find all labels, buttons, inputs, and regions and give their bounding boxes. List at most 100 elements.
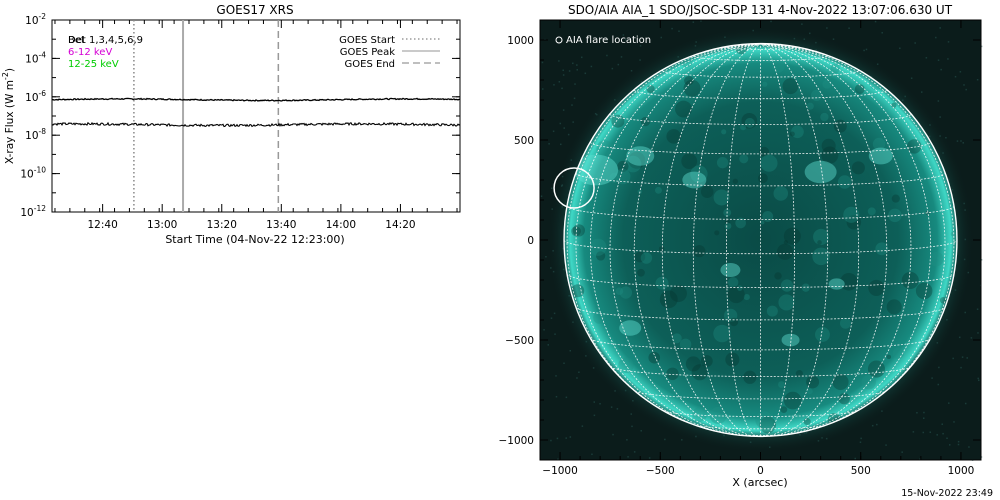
- flare-legend-label: AIA flare location: [566, 35, 651, 46]
- aia-noise-speck: [626, 439, 628, 441]
- aia-noise-speck: [631, 425, 633, 428]
- goes-legend-energy-label: 12-25 keV: [68, 59, 119, 70]
- disk-texture-blob: [659, 290, 678, 309]
- aia-noise-speck: [590, 65, 593, 68]
- aia-noise-speck: [576, 64, 578, 66]
- grid-latitude-line: [726, 46, 795, 50]
- disk-texture-blob: [795, 370, 803, 378]
- aia-noise-speck: [648, 457, 651, 459]
- aia-noise-speck: [584, 72, 587, 75]
- aia-x-tick-label: 500: [851, 465, 871, 477]
- disk-texture-blob: [915, 282, 933, 300]
- aia-noise-speck: [937, 383, 940, 386]
- disk-texture-blob: [692, 407, 707, 422]
- aia-noise-speck: [931, 377, 933, 379]
- aia-noise-speck: [976, 308, 979, 310]
- active-region-bright: [720, 263, 741, 277]
- aia-noise-speck: [593, 414, 596, 417]
- disk-texture-blob: [713, 324, 731, 343]
- aia-noise-speck: [960, 140, 962, 142]
- aia-noise-speck: [678, 30, 680, 32]
- aia-y-tick-label: 500: [514, 135, 534, 147]
- aia-noise-speck: [550, 317, 553, 319]
- disk-texture-blob: [837, 175, 852, 189]
- grid-latitude-line: [662, 410, 859, 417]
- goes-detector-label-overlap: Bet: [68, 35, 85, 46]
- aia-noise-speck: [885, 444, 887, 446]
- aia-noise-speck: [965, 88, 967, 91]
- aia-noise-speck: [854, 457, 856, 460]
- grid-longitude-line: [575, 43, 761, 435]
- goes-series-line: [51, 97, 461, 102]
- disk-texture-blob: [681, 153, 698, 170]
- aia-noise-speck: [863, 49, 865, 52]
- aia-noise-speck: [914, 42, 916, 44]
- aia-noise-speck: [939, 116, 941, 118]
- disk-texture-blob: [596, 251, 606, 261]
- disk-texture-blob: [634, 251, 646, 263]
- aia-noise-speck: [938, 366, 940, 369]
- disk-texture-blob: [782, 78, 799, 95]
- aia-noise-speck: [616, 408, 619, 410]
- disk-texture-blob: [654, 186, 662, 194]
- disk-texture-blob: [867, 360, 886, 378]
- grid-longitude-line: [760, 43, 932, 436]
- aia-noise-speck: [929, 431, 932, 433]
- goes-legend-event-label: GOES Start: [339, 35, 395, 46]
- aia-noise-speck: [901, 451, 903, 453]
- disk-texture-blob: [740, 124, 747, 131]
- aia-noise-speck: [543, 329, 545, 331]
- disk-texture-blob: [614, 168, 631, 185]
- active-region-bright: [574, 154, 619, 186]
- disk-texture-blob: [685, 356, 701, 372]
- grid-longitude-line: [760, 43, 946, 435]
- disk-texture-blob: [907, 139, 922, 154]
- disk-texture-blob: [762, 81, 768, 87]
- disk-texture-blob: [838, 393, 850, 405]
- aia-noise-speck: [876, 423, 878, 426]
- aia-noise-speck: [541, 61, 544, 64]
- flare-legend-symbol: [555, 36, 563, 44]
- aia-noise-speck: [565, 437, 567, 439]
- disk-texture-blob: [833, 119, 847, 133]
- aia-noise-speck: [550, 187, 553, 190]
- aia-noise-speck: [957, 440, 960, 443]
- disk-texture-blob: [744, 117, 755, 128]
- grid-latitude-line: [661, 70, 860, 78]
- aia-x-tick-label: 1000: [948, 465, 975, 477]
- disk-texture-blob: [724, 222, 732, 230]
- aia-noise-speck: [874, 20, 877, 23]
- disk-texture-blob: [729, 317, 739, 327]
- aia-noise-speck: [554, 333, 556, 335]
- aia-noise-speck: [958, 336, 961, 339]
- disk-texture-blob: [867, 207, 876, 216]
- aia-noise-speck: [664, 438, 666, 441]
- disk-texture-blob: [735, 217, 746, 229]
- disk-texture-blob: [732, 178, 739, 184]
- disk-texture-blob: [759, 416, 777, 434]
- aia-noise-speck: [953, 421, 955, 423]
- disk-texture-blob: [815, 327, 830, 342]
- disk-texture-blob: [891, 102, 897, 108]
- grid-latitude-line: [590, 338, 931, 351]
- aia-noise-speck: [552, 130, 555, 133]
- disk-texture-blob: [683, 79, 701, 97]
- aia-noise-speck: [936, 434, 938, 436]
- aia-noise-speck: [558, 81, 561, 83]
- aia-noise-speck: [572, 62, 574, 65]
- disk-texture-blob: [617, 160, 629, 173]
- disk-texture-blob: [891, 194, 900, 203]
- disk-texture-blob: [624, 155, 642, 173]
- active-region-bright: [828, 278, 845, 290]
- goes-x-tick-label: 13:20: [207, 219, 237, 231]
- aia-noise-speck: [881, 32, 883, 34]
- aia-noise-speck: [576, 69, 579, 71]
- disk-texture-blob: [743, 294, 750, 301]
- goes-flux-series: [51, 97, 461, 128]
- disk-texture-blob: [791, 125, 804, 139]
- aia-noise-speck: [947, 41, 950, 43]
- aia-noise-speck: [923, 411, 925, 414]
- disk-texture-blob: [727, 277, 739, 288]
- disk-texture-blob: [851, 161, 865, 175]
